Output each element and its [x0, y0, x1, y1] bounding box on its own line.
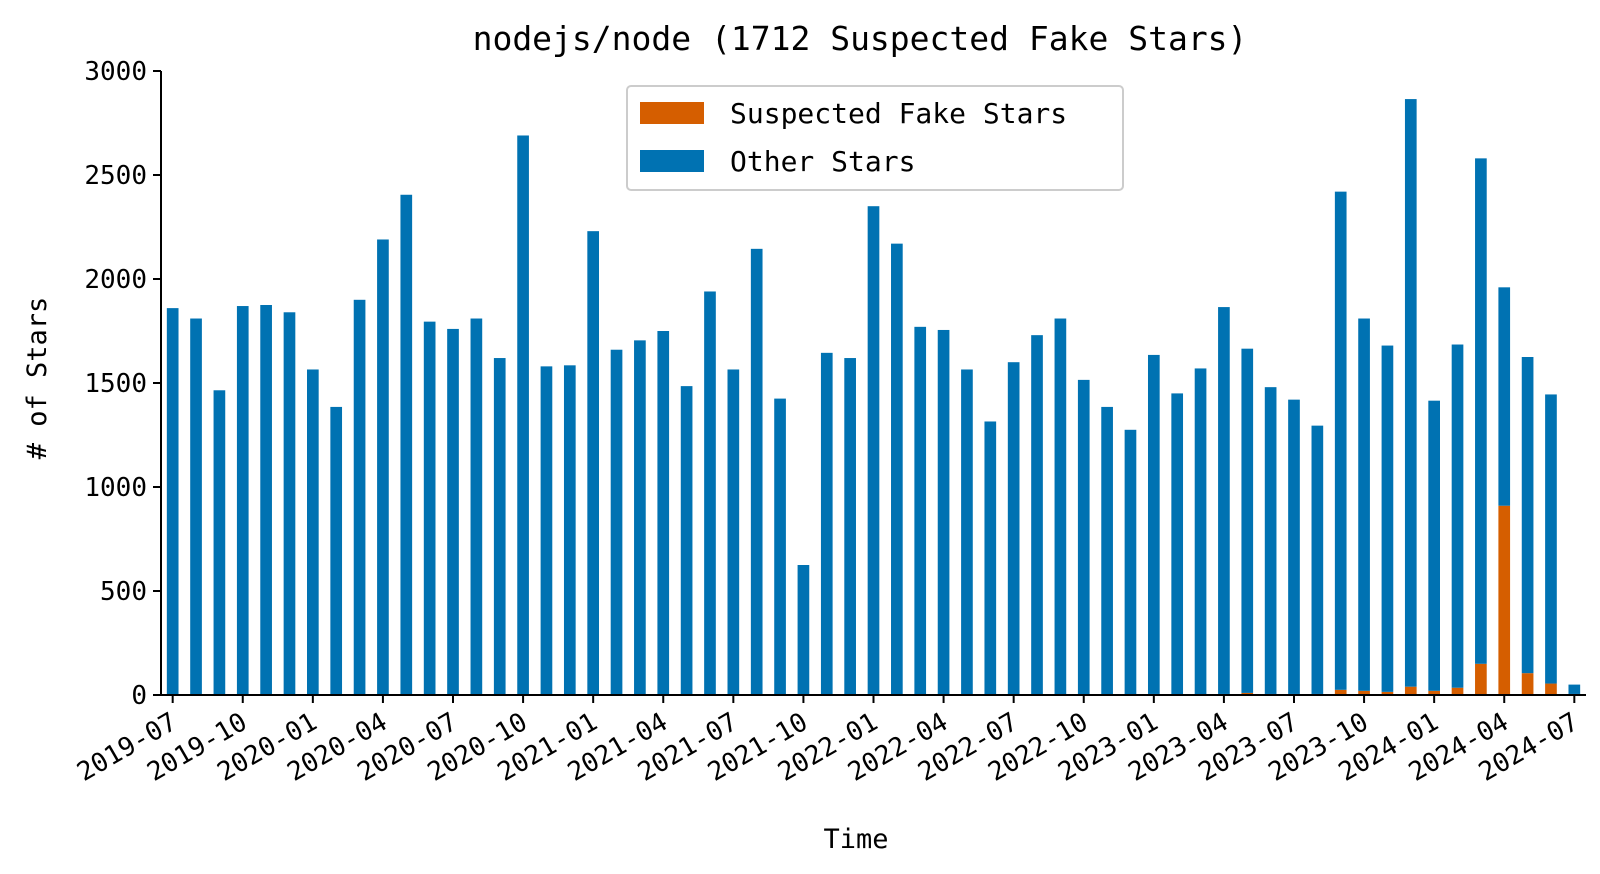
- legend-label-suspected-fake-stars: Suspected Fake Stars: [730, 97, 1067, 130]
- legend-swatch-other-stars: [640, 150, 704, 172]
- bar-other-2021-12: [844, 358, 856, 695]
- bar-other-2022-01: [867, 206, 880, 694]
- bar-other-2021-10: [797, 565, 810, 695]
- bar-other-2019-07: [166, 308, 179, 695]
- bar-other-2023-07: [1288, 399, 1300, 694]
- bar-other-2020-06: [423, 321, 436, 695]
- chart-title: nodejs/node (1712 Suspected Fake Stars): [473, 19, 1248, 58]
- bar-other-2021-05: [680, 386, 693, 695]
- bar-other-2020-10: [517, 135, 529, 696]
- bar-other-2024-03: [1475, 158, 1487, 664]
- bar-other-2020-04: [377, 239, 389, 696]
- bar-other-2021-01: [587, 231, 600, 695]
- y-tick-label: 500: [100, 577, 147, 607]
- bar-other-2021-08: [750, 248, 763, 695]
- bar-other-2021-11: [820, 352, 833, 695]
- legend-label-other-stars: Other Stars: [730, 145, 915, 178]
- bar-other-2022-07: [1007, 362, 1020, 695]
- bar-other-2023-08: [1311, 425, 1324, 694]
- y-tick-label: 0: [131, 681, 147, 711]
- bar-other-2019-12: [283, 312, 296, 695]
- bar-other-2023-04: [1218, 307, 1230, 694]
- bar-other-2022-04: [937, 329, 950, 695]
- bar-other-2024-01: [1428, 400, 1440, 691]
- legend: Suspected Fake Stars Other Stars: [626, 85, 1124, 191]
- bar-other-2021-09: [774, 398, 786, 695]
- bar-suspected-fake-2023-12: [1404, 686, 1417, 695]
- bar-other-2021-03: [634, 340, 646, 695]
- bar-other-2022-09: [1054, 318, 1067, 695]
- bar-other-2023-03: [1194, 368, 1207, 695]
- bar-suspected-fake-2024-03: [1475, 663, 1487, 695]
- bar-other-2019-10: [236, 306, 249, 695]
- bar-other-2024-02: [1451, 344, 1464, 688]
- bars: [166, 99, 1581, 696]
- bar-other-2022-08: [1031, 335, 1043, 695]
- bar-other-2021-02: [610, 349, 623, 695]
- y-tick-label: 1500: [84, 369, 147, 399]
- bar-other-2023-06: [1264, 387, 1277, 694]
- bar-other-2019-11: [260, 305, 272, 695]
- bar-other-2022-11: [1101, 406, 1113, 695]
- bar-other-2019-09: [213, 390, 226, 695]
- bar-other-2020-08: [470, 318, 483, 695]
- bar-other-2021-04: [657, 331, 670, 695]
- bar-suspected-fake-2023-10: [1358, 690, 1370, 695]
- bar-other-2024-07: [1568, 684, 1581, 694]
- bar-other-2020-12: [563, 365, 576, 695]
- y-tick-label: 2500: [84, 161, 147, 191]
- y-axis-label: # of Stars: [22, 297, 53, 460]
- bar-other-2024-04: [1498, 287, 1511, 506]
- bar-other-2020-07: [447, 328, 459, 695]
- bar-other-2022-06: [984, 421, 997, 695]
- bar-suspected-fake-2023-09: [1334, 689, 1347, 695]
- bar-other-2020-09: [493, 358, 506, 695]
- bar-other-2020-01: [307, 369, 319, 695]
- bar-suspected-fake-2024-04: [1498, 505, 1511, 695]
- legend-swatch-suspected-fake-stars: [640, 102, 704, 124]
- bar-other-2023-02: [1171, 393, 1184, 695]
- bar-other-2022-10: [1077, 379, 1090, 695]
- y-tick-label: 2000: [84, 265, 147, 295]
- bar-other-2023-10: [1358, 318, 1370, 691]
- bar-other-2019-08: [190, 318, 202, 695]
- bar-other-2023-09: [1334, 191, 1347, 690]
- bar-other-2023-12: [1404, 99, 1417, 687]
- bar-suspected-fake-2024-05: [1521, 673, 1534, 695]
- bar-other-2021-07: [727, 369, 740, 695]
- y-tick-label: 1000: [84, 473, 147, 503]
- y-tick-label: 3000: [84, 57, 147, 87]
- legend-frame: [626, 85, 1124, 191]
- bar-suspected-fake-2024-02: [1451, 687, 1464, 695]
- bar-other-2022-05: [961, 369, 973, 695]
- bar-suspected-fake-2023-11: [1381, 691, 1394, 695]
- bar-other-2024-06: [1545, 394, 1557, 684]
- bar-other-2022-03: [914, 326, 927, 695]
- bar-other-2020-03: [353, 299, 366, 695]
- bar-other-2024-05: [1521, 357, 1534, 674]
- bar-other-2021-06: [704, 291, 716, 695]
- bar-suspected-fake-2023-05: [1241, 692, 1254, 695]
- bar-other-2020-05: [400, 194, 413, 695]
- bar-suspected-fake-2024-01: [1428, 690, 1440, 695]
- y-axis: 0 500 1000 1500 2000 2500 3000: [84, 57, 162, 711]
- bar-other-2020-11: [540, 366, 553, 695]
- bar-other-2023-11: [1381, 345, 1394, 692]
- x-axis-label: Time: [823, 824, 888, 855]
- bar-other-2022-02: [891, 243, 903, 695]
- x-axis: 2019-072019-102020-012020-042020-072020-…: [72, 694, 1586, 788]
- bar-other-2023-01: [1147, 354, 1160, 694]
- bar-other-2023-05: [1241, 348, 1254, 693]
- bar-suspected-fake-2024-06: [1545, 683, 1557, 695]
- bar-other-2022-12: [1124, 429, 1137, 695]
- bar-other-2020-02: [330, 406, 343, 695]
